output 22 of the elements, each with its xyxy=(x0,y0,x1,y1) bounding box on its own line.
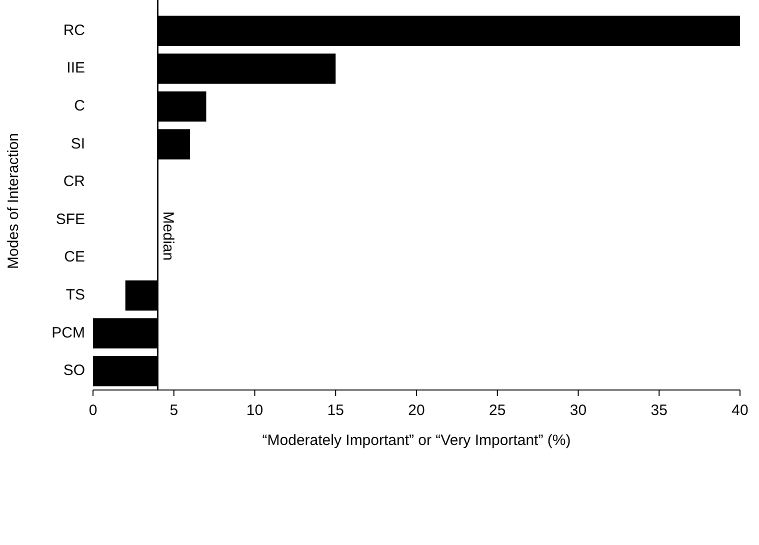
x-tick-label: 30 xyxy=(570,402,587,419)
y-tick-label: CR xyxy=(63,173,86,190)
y-tick-label: TS xyxy=(66,286,85,304)
y-tick-label: PCM xyxy=(52,324,85,342)
y-tick-label: SI xyxy=(70,135,85,152)
y-tick-label: C xyxy=(74,97,86,114)
ref-line-label: Median xyxy=(160,211,177,261)
x-axis-title: “Moderately Important” or “Very Important” (%) xyxy=(262,432,571,449)
x-tick-label: 5 xyxy=(170,402,178,419)
y-tick-label: SO xyxy=(63,362,85,380)
x-tick-label: 25 xyxy=(489,402,506,419)
y-tick-label: RC xyxy=(63,22,86,39)
x-tick-label: 0 xyxy=(88,402,98,419)
x-tick-label: 35 xyxy=(650,402,668,419)
y-axis-title: Modes of Interaction xyxy=(5,133,22,269)
x-tick-label: 15 xyxy=(327,402,344,419)
x-tick-label: 40 xyxy=(732,402,748,419)
y-tick-label: CE xyxy=(64,248,85,266)
x-tick-label: 10 xyxy=(246,402,264,419)
y-tick-label: SFE xyxy=(56,210,85,228)
y-tick-label: IIE xyxy=(66,60,85,77)
x-tick-label: 20 xyxy=(408,402,425,419)
